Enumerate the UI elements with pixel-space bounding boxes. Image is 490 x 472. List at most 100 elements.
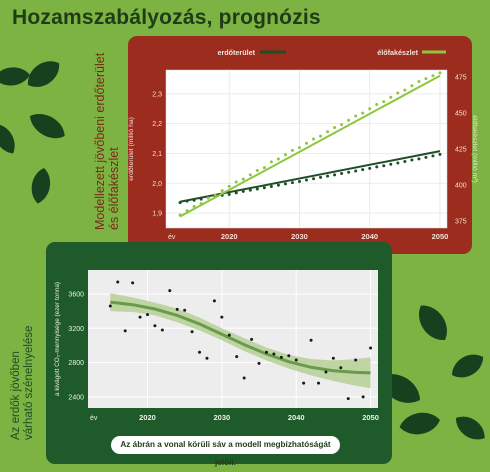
data-point: [192, 204, 196, 208]
data-point: [212, 299, 216, 303]
data-point: [361, 168, 365, 172]
data-point: [382, 100, 386, 104]
data-point: [424, 77, 428, 81]
data-point: [175, 307, 179, 311]
leaf-icon: [30, 114, 65, 139]
data-point: [108, 304, 112, 308]
data-point: [368, 107, 372, 111]
data-point: [234, 191, 238, 195]
y2-tick-label: 375: [455, 218, 467, 225]
data-point: [255, 187, 259, 191]
y-tick-label: 2,2: [152, 121, 162, 128]
legend-label: erdőterület: [217, 48, 255, 57]
data-point: [340, 171, 344, 175]
data-point: [382, 164, 386, 168]
data-point: [262, 166, 266, 170]
data-point: [248, 188, 252, 192]
trend-line: [110, 300, 371, 375]
data-point: [396, 91, 400, 95]
chart-note: Az ábrán a vonal körüli sáv a modell meg…: [111, 436, 340, 467]
data-point: [220, 189, 224, 193]
data-point: [283, 153, 287, 157]
data-point: [417, 79, 421, 83]
data-point: [354, 169, 358, 173]
data-point: [305, 178, 308, 182]
data-point: [410, 84, 414, 88]
data-point: [319, 175, 323, 179]
x-tick-label: 2040: [288, 413, 305, 422]
y-tick-label: 2,1: [152, 151, 162, 158]
data-point: [227, 333, 231, 337]
data-point: [248, 173, 252, 177]
data-point: [438, 71, 442, 75]
data-point: [199, 202, 203, 206]
data-point: [326, 130, 330, 134]
data-point: [326, 174, 330, 178]
data-point: [227, 184, 231, 188]
leaf-icon: [452, 354, 484, 378]
data-point: [185, 209, 189, 213]
data-point: [160, 328, 164, 332]
y-axis-title: erdőterület (millió ha): [128, 117, 135, 181]
data-point: [339, 366, 343, 370]
data-point: [347, 118, 351, 122]
data-point: [257, 361, 261, 365]
x-tick-label: 2030: [214, 413, 231, 422]
data-point: [255, 169, 259, 173]
data-point: [302, 381, 306, 385]
y2-tick-label: 475: [455, 75, 467, 82]
data-point: [396, 161, 400, 165]
data-point: [403, 160, 407, 164]
leaf-icon: [31, 168, 51, 204]
data-point: [131, 281, 135, 285]
data-point: [242, 376, 246, 380]
data-point: [269, 160, 273, 164]
data-point: [417, 157, 421, 161]
y2-tick-label: 425: [455, 147, 467, 154]
data-point: [290, 148, 294, 152]
data-point: [294, 358, 298, 362]
data-point: [220, 315, 224, 319]
data-point: [145, 313, 149, 317]
data-point: [297, 146, 301, 150]
data-point: [213, 193, 217, 197]
data-point: [361, 111, 365, 115]
data-point: [183, 308, 187, 312]
x-tick-label: 2020: [139, 413, 156, 422]
legend-label: élőfakészlet: [377, 48, 418, 57]
y2-tick-label: 400: [455, 182, 467, 189]
y-tick-label: 1,9: [152, 211, 162, 218]
data-point: [297, 179, 301, 183]
leaf-icon: [0, 124, 15, 154]
data-point: [178, 201, 182, 205]
y-tick-label: 3200: [68, 326, 84, 333]
data-point: [269, 185, 273, 189]
data-point: [153, 324, 157, 328]
data-point: [369, 346, 373, 350]
data-point: [138, 315, 142, 319]
x-axis-label: év: [90, 415, 98, 422]
data-point: [227, 192, 231, 196]
y2-tick-label: 450: [455, 111, 467, 118]
data-point: [192, 198, 196, 202]
y-tick-label: 3600: [68, 292, 84, 299]
series-line: [179, 74, 441, 218]
leaf-icon: [0, 67, 30, 86]
data-point: [403, 88, 407, 92]
data-point: [438, 152, 442, 156]
data-point: [272, 352, 276, 356]
data-point: [312, 137, 316, 141]
data-point: [168, 289, 172, 293]
leaf-icon: [455, 416, 485, 440]
data-point: [324, 370, 328, 374]
data-point: [287, 354, 291, 358]
data-point: [317, 381, 321, 385]
data-point: [234, 180, 238, 184]
data-point: [354, 114, 358, 118]
data-point: [340, 123, 344, 127]
data-point: [178, 213, 182, 217]
data-point: [262, 186, 266, 190]
data-point: [305, 141, 308, 145]
